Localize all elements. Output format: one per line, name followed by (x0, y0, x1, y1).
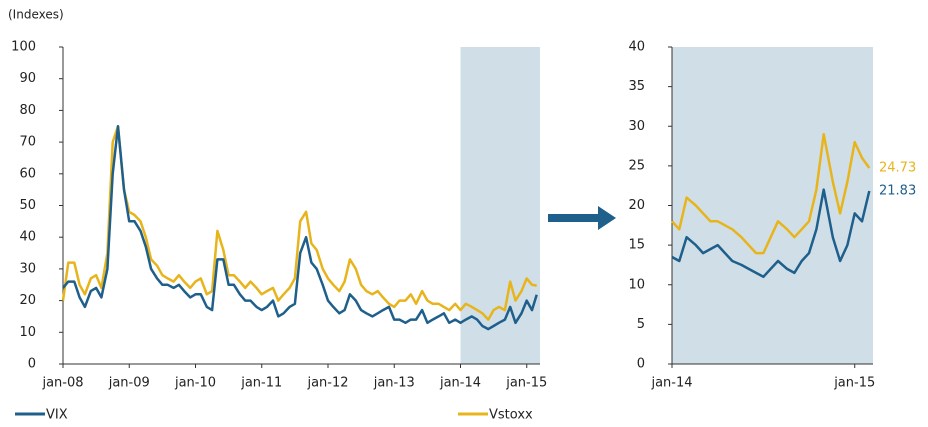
series-line (62, 125, 538, 331)
y-tick-label: 40 (628, 40, 645, 55)
x-tick-label: jan-12 (306, 376, 348, 391)
series-line (671, 132, 871, 255)
legend-label: Vstoxx (489, 408, 533, 423)
x-tick-label: jan-09 (108, 376, 150, 391)
end-label: 24.73 (879, 161, 916, 176)
x-tick-label: jan-10 (174, 376, 216, 391)
arrow (548, 206, 616, 230)
x-tick-label: jan-15 (833, 376, 875, 391)
y-tick-label: 40 (19, 230, 36, 245)
y-tick-label: 70 (19, 135, 36, 150)
x-tick-label: jan-15 (505, 376, 547, 391)
x-tick-label: jan-13 (373, 376, 415, 391)
y-tick-label: 20 (628, 198, 645, 213)
end-label: 21.83 (879, 183, 916, 198)
series-line (61, 125, 537, 321)
y-tick-label: 35 (628, 79, 645, 94)
y-tick-label: 60 (19, 166, 36, 181)
y-tick-label: 25 (628, 158, 645, 173)
y-tick-label: 0 (28, 357, 36, 372)
y-tick-label: 20 (19, 293, 36, 308)
y-tick-label: 90 (19, 71, 36, 86)
legend-label: VIX (46, 408, 68, 423)
x-tick-label: jan-14 (650, 376, 692, 391)
x-tick-label: jan-14 (439, 376, 481, 391)
y-tick-label: 100 (11, 40, 36, 55)
y-tick-label: 80 (19, 103, 36, 118)
y-tick-label: 15 (628, 238, 645, 253)
y-tick-label: 30 (628, 119, 645, 134)
y-tick-label: 10 (19, 325, 36, 340)
y-tick-label: 0 (637, 357, 645, 372)
y-tick-label: 30 (19, 261, 36, 276)
y-tick-label: 50 (19, 198, 36, 213)
y-axis-label: (Indexes) (8, 8, 64, 22)
x-tick-label: jan-08 (41, 376, 83, 391)
y-tick-label: 10 (628, 277, 645, 292)
series-line (671, 188, 871, 279)
y-tick-label: 5 (637, 317, 645, 332)
x-tick-label: jan-11 (240, 376, 282, 391)
highlight-band (460, 47, 540, 364)
